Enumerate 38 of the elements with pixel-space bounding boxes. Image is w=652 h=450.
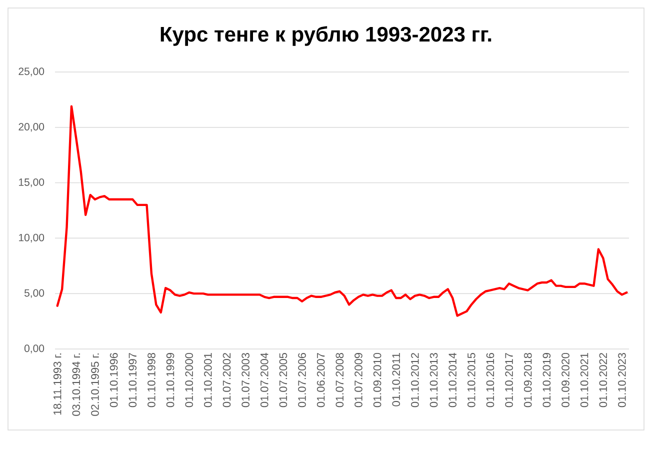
x-tick-label: 01.10.2022 — [599, 353, 608, 408]
x-tick-label: 01.10.2021 — [580, 353, 588, 408]
x-tick-label: 01.09.2010 — [373, 352, 382, 408]
x-tick-label: 01.10.2023 — [618, 352, 626, 408]
y-tick-label: 15,00 — [19, 178, 44, 188]
y-tick-label: 25,00 — [18, 68, 44, 76]
x-tick-label: 01.07.2006 — [298, 352, 306, 408]
x-tick-label: 01.10.1996 — [110, 352, 118, 408]
x-tick-label: 01.07.2008 — [336, 352, 344, 408]
x-tick-label: 01.10.2019 — [542, 353, 551, 408]
y-tick-label: 20,00 — [18, 123, 44, 132]
y-tick-label: 5,00 — [24, 289, 44, 298]
y-tick-label: 10,00 — [19, 234, 44, 243]
chart-title: Курс тенге к рублю 1993-2023 гг. — [160, 26, 492, 46]
x-tick-label: 01.10.2016 — [486, 352, 494, 408]
x-tick-label: 18.11.1993 г. — [53, 354, 62, 415]
x-tick-label: 01.10.1997 — [128, 353, 137, 408]
x-tick-label: 02.10.1995 г. — [91, 354, 99, 416]
x-tick-label: 01.10.2012 — [411, 353, 419, 408]
x-tick-label: 01.10.2017 — [505, 353, 513, 408]
x-tick-label: 01.07.2003 — [242, 352, 250, 408]
x-tick-label: 01.10.1998 — [148, 352, 156, 408]
x-tick-label: 01.10.2011 — [392, 353, 400, 406]
x-tick-label: 01.06.2007 — [316, 353, 325, 408]
x-tick-label: 01.07.2002 — [222, 353, 231, 408]
x-tick-label: 01.10.2015 — [467, 352, 476, 408]
x-tick-label: 01.10.2001 — [204, 353, 212, 408]
x-tick-label: 01.10.2014 — [448, 352, 456, 408]
y-tick-label: 0,00 — [24, 344, 44, 354]
x-tick-label: 03.10.1994 г. — [72, 354, 80, 416]
x-tick-label: 01.07.2005 — [279, 352, 288, 408]
x-tick-label: 01.10.2000 — [185, 352, 193, 408]
x-tick-label: 01.07.2004 — [260, 352, 268, 408]
x-tick-label: 01.07.2009 — [354, 353, 362, 408]
x-tick-label: 01.09.2020 — [562, 352, 570, 408]
x-tick-label: 01.10.2013 — [430, 352, 438, 408]
x-tick-label: 01.09.2018 — [524, 352, 532, 408]
x-tick-label: 01.10.1999 — [166, 353, 174, 408]
